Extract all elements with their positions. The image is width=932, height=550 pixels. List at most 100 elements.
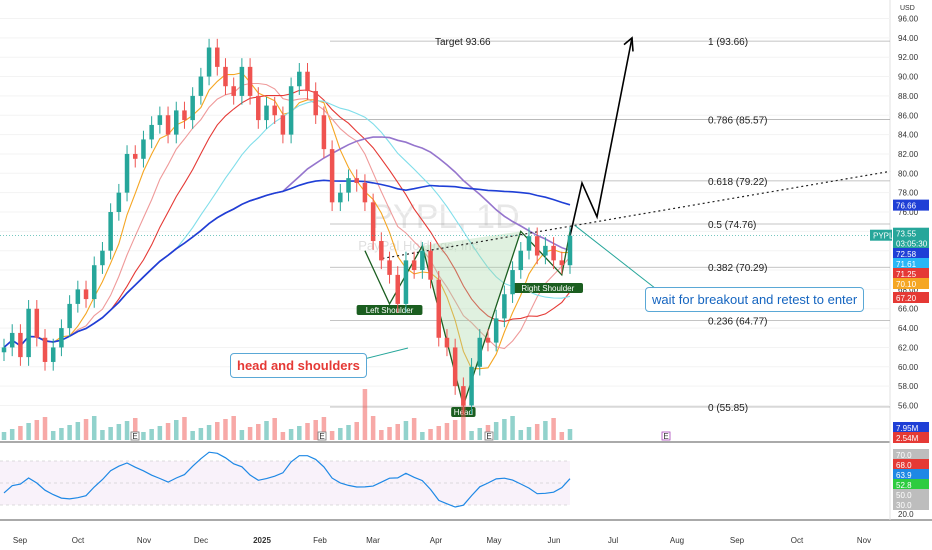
volume-bar	[42, 417, 48, 440]
volume-bar	[108, 427, 113, 440]
volume-bar	[362, 389, 368, 440]
volume-bar	[165, 423, 171, 440]
x-tick-label: Oct	[72, 536, 85, 545]
candle	[215, 47, 220, 67]
volume-bar	[387, 427, 392, 440]
volume-bar	[403, 421, 409, 440]
volume-bar	[206, 425, 212, 440]
volume-bar	[83, 419, 89, 440]
countdown-tag-bg	[893, 237, 929, 249]
candle	[387, 260, 392, 275]
volume-bar	[141, 432, 146, 440]
volume-bar	[18, 426, 23, 440]
advice-annotation: wait for breakout and retest to enter	[645, 287, 865, 312]
candle	[75, 289, 81, 304]
candle	[206, 47, 212, 77]
volume-bar	[272, 418, 277, 440]
candle	[297, 71, 302, 87]
volume-bar	[231, 416, 236, 440]
candle	[329, 149, 335, 203]
earnings-marker-bg	[317, 431, 327, 441]
candle	[198, 76, 204, 96]
volume-bar	[444, 423, 450, 440]
y-tick-label: 92.00	[898, 53, 919, 62]
y-tick-label: 62.00	[898, 343, 919, 352]
candle	[116, 192, 122, 212]
x-tick-label: Aug	[670, 536, 684, 545]
candle	[165, 115, 171, 135]
candle	[149, 124, 154, 140]
volume-bar	[124, 421, 130, 440]
candle	[83, 289, 89, 300]
y-tick-label: 90.00	[898, 73, 919, 82]
ma-value-tag: 76.66	[896, 202, 917, 211]
candle	[411, 260, 417, 271]
candle	[485, 337, 491, 343]
y-tick-label: 88.00	[898, 92, 919, 101]
rsi-value-tag-bg	[893, 489, 929, 500]
volume-bar	[321, 417, 327, 440]
symbol-tag-bg	[870, 229, 892, 241]
candle	[50, 347, 56, 362]
rsi-value-tag-bg	[893, 479, 929, 490]
volume-bar	[100, 430, 105, 440]
candle	[9, 332, 15, 348]
y-tick-label: 80.00	[898, 169, 919, 178]
volume-bar	[174, 420, 179, 440]
candle	[182, 110, 187, 121]
volume-bar	[411, 418, 417, 440]
volume-bar	[67, 425, 72, 440]
volume-bar	[215, 422, 220, 440]
ma-value-tag: 72.58	[896, 250, 917, 259]
rsi-value-tag: 52.8	[896, 481, 912, 490]
y-tick-label: 60.00	[898, 363, 919, 372]
candle	[34, 308, 40, 338]
y-tick-label: 82.00	[898, 150, 919, 159]
candle	[124, 153, 130, 193]
volume-bar	[329, 431, 335, 440]
candle	[231, 86, 236, 96]
moving-average-line	[3, 82, 571, 350]
y-tick-label: 86.00	[898, 111, 919, 120]
candle	[100, 250, 105, 266]
ma-value-tag-bg	[893, 268, 929, 279]
volume-bar	[190, 431, 195, 440]
rsi-value-tag: 30.0	[896, 501, 912, 510]
x-tick-label: Jun	[548, 536, 561, 545]
rsi-value-tag-bg	[893, 449, 929, 460]
candle	[59, 328, 64, 348]
volume-bar	[157, 426, 163, 440]
volume-bar	[338, 428, 343, 440]
right-shoulder-label-bg	[512, 283, 583, 293]
ma-value-tag-bg	[893, 278, 929, 289]
earnings-marker-bg	[661, 431, 671, 441]
candle	[436, 279, 442, 338]
earnings-marker-bg	[130, 431, 140, 441]
volume-bar	[313, 420, 318, 440]
x-tick-label: May	[486, 536, 501, 545]
fib-label: 0.236 (64.77)	[708, 317, 768, 328]
candle	[534, 236, 540, 256]
volume-bar	[297, 426, 302, 440]
ma-value-tag-bg	[893, 248, 929, 259]
earnings-marker: E	[663, 432, 668, 441]
symbol-tag: PYPL	[873, 232, 894, 241]
candle	[247, 66, 253, 96]
pattern-annotation: head and shoulders	[230, 353, 367, 378]
candle	[157, 115, 163, 125]
candle	[280, 115, 286, 135]
earnings-marker: E	[319, 432, 324, 441]
volume-bar	[50, 431, 56, 440]
volume-bar	[239, 430, 245, 440]
y-tick-label: 94.00	[898, 34, 919, 43]
target-label: Target 93.66	[435, 37, 491, 48]
candle	[354, 178, 359, 183]
volume-bar	[264, 421, 269, 440]
candle	[288, 86, 294, 135]
volume-bar	[116, 424, 122, 440]
currency-label: USD	[900, 5, 915, 12]
projection-path	[569, 37, 633, 237]
volume-bar	[256, 424, 261, 440]
candle	[428, 250, 433, 280]
